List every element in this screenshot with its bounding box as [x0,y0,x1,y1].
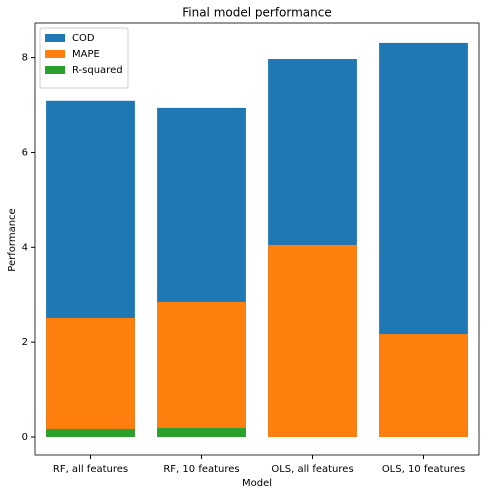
bar [379,334,468,437]
x-tick-label: RF, all features [53,464,128,475]
legend-label: MAPE [72,49,100,60]
y-tick-label: 0 [22,432,28,443]
x-tick-label: OLS, 10 features [382,464,465,475]
y-tick-label: 6 [22,147,28,158]
legend-swatch [45,66,65,74]
y-tick-label: 4 [22,242,28,253]
x-tick-label: OLS, all features [271,464,353,475]
legend-label: COD [72,33,95,44]
x-tick-label: RF, 10 features [163,464,239,475]
x-axis-label: Model [242,478,272,489]
y-axis-label: Performance [7,208,18,271]
bar [46,317,135,437]
plot-frame [34,22,480,456]
legend-swatch [45,50,65,58]
bar [157,427,246,437]
legend-label: R-squared [72,65,123,76]
bar [268,244,357,437]
chart-title: Final model performance [182,6,332,20]
bar [157,301,246,437]
legend: COD MAPE R-squared [39,27,129,89]
y-tick-label: 8 [22,53,28,64]
legend-swatch [45,34,65,42]
bar [46,428,135,437]
y-tick-label: 2 [22,337,28,348]
